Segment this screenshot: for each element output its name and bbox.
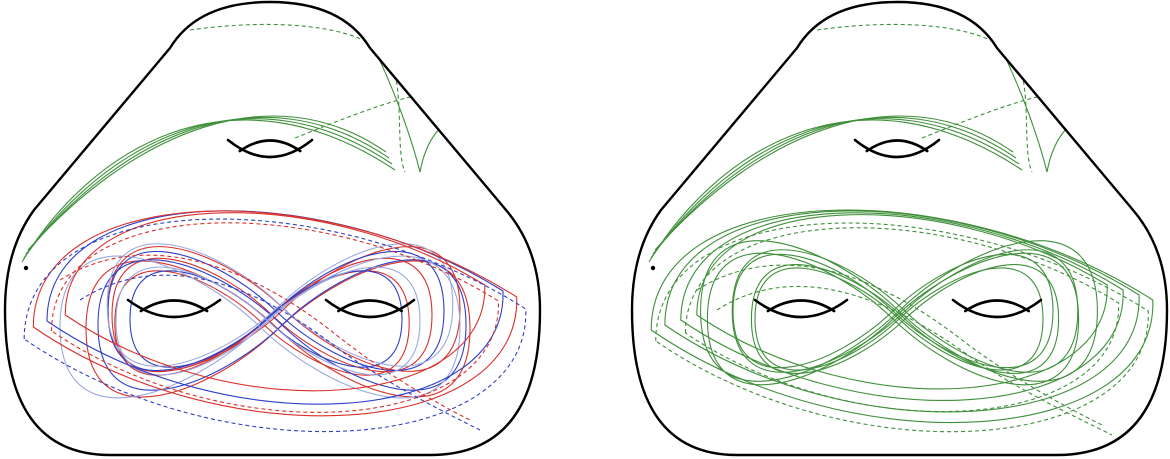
blue-curve <box>107 250 445 372</box>
handle-hole <box>226 138 314 159</box>
green-curve <box>650 118 1020 259</box>
green-curve <box>754 267 1044 371</box>
handle-hole <box>324 298 416 319</box>
basepoint <box>650 265 656 271</box>
green-band-curve <box>664 210 1140 413</box>
green-curve <box>732 253 1054 369</box>
red-curve <box>107 246 461 372</box>
green-curve <box>654 115 1014 251</box>
green-band-curve-dashed <box>684 227 1120 413</box>
handle-hole <box>853 138 941 159</box>
handle-hole <box>337 299 403 313</box>
green-band-curve <box>696 214 1108 390</box>
band-curve-dashed <box>51 222 500 413</box>
handle-hole <box>139 299 209 313</box>
green-curve <box>731 249 1079 373</box>
right-curves <box>648 23 1154 436</box>
green-band-curve <box>650 209 1154 424</box>
handle-hole <box>964 299 1030 313</box>
red-curve <box>114 270 410 376</box>
band-curve <box>46 210 504 405</box>
green-curve <box>648 119 1023 263</box>
green-curve <box>652 116 1017 255</box>
green-curve <box>23 118 393 259</box>
surface-outline <box>630 0 1169 457</box>
band-curve <box>64 212 486 392</box>
handle-hole <box>753 298 849 319</box>
light-blue-curve <box>106 243 454 367</box>
handle-hole <box>126 298 222 319</box>
green-band-curve <box>680 212 1124 401</box>
green-curve <box>25 116 390 255</box>
red-curve-dashed <box>59 254 471 421</box>
handle-hole <box>238 139 302 153</box>
handle-hole <box>766 299 836 313</box>
band-curve <box>32 210 518 417</box>
green-curve <box>27 115 387 251</box>
left-panel <box>3 0 542 457</box>
handle-hole <box>865 139 929 153</box>
green-curve-dashed <box>294 94 421 139</box>
green-curve <box>21 119 396 263</box>
handle-hole <box>951 298 1043 319</box>
green-curve <box>750 264 1060 374</box>
green-curve-dashed <box>921 94 1048 139</box>
light-blue-curve <box>115 266 421 376</box>
red-curve <box>111 257 433 373</box>
green-curve <box>700 240 1098 382</box>
right-panel <box>630 0 1169 457</box>
green-band-curve-dashed <box>655 222 1149 433</box>
surface-outline <box>3 0 542 457</box>
green-curve-dashed <box>696 264 1103 426</box>
basepoint <box>23 265 29 271</box>
left-curves <box>21 23 527 433</box>
blue-curve-dashed <box>79 274 481 431</box>
blue-curve <box>97 259 467 391</box>
light-blue-curve <box>59 255 461 399</box>
